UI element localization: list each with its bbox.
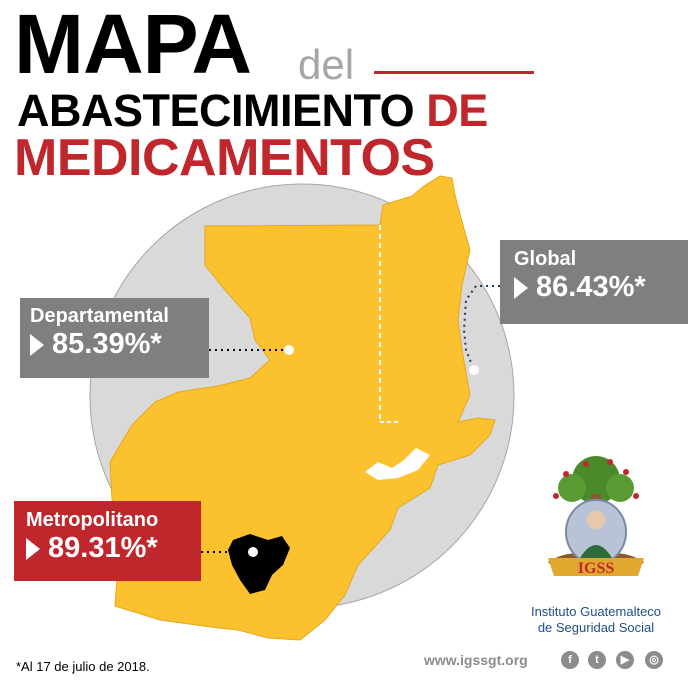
play-triangle-icon (26, 537, 40, 560)
play-triangle-icon (30, 333, 44, 356)
youtube-icon[interactable]: ▶ (616, 651, 634, 669)
facebook-icon[interactable]: f (561, 651, 579, 669)
lake-izabal (365, 448, 430, 480)
title-abastecimiento-text: ABASTECIMIENTO (17, 85, 427, 136)
title-mapa: MAPA (14, 0, 252, 91)
metropolitano-value-row: 89.31%* (14, 534, 201, 563)
title-de-text: DE (426, 85, 488, 136)
metropolitano-value: 89.31%* (48, 532, 158, 564)
global-label: Global (514, 248, 577, 270)
departamental-value: 85.39%* (52, 328, 162, 360)
global-callout-box: Global 86.43%* (500, 240, 688, 324)
global-value-row: 86.43%* (500, 273, 688, 302)
igss-logo: IGSS (548, 456, 644, 577)
footnote: *Al 17 de julio de 2018. (16, 659, 150, 674)
title-medicamentos: MEDICAMENTOS (14, 129, 435, 187)
departamental-marker-dot (284, 345, 294, 355)
igss-banner (548, 558, 644, 576)
metropolitano-marker-dot (248, 547, 258, 557)
institution-name-line2: de Seguridad Social (537, 620, 655, 636)
global-connector-line (462, 285, 500, 371)
institution-name-line1: Instituto Guatemalteco (530, 604, 662, 619)
guatemala-map (109, 175, 496, 641)
institution-name: Instituto Guatemalteco de Seguridad Soci… (526, 604, 666, 637)
metropolitan-region (228, 534, 290, 594)
title-red-rule (374, 71, 534, 74)
departamental-value-row: 85.39%* (20, 330, 209, 359)
global-value: 86.43%* (536, 271, 646, 303)
igss-badge-text: IGSS (578, 560, 615, 577)
instagram-icon[interactable]: ◎ (645, 651, 663, 669)
title-line-abastecimiento: ABASTECIMIENTO DE (17, 88, 488, 133)
departamental-label: Departamental (30, 305, 169, 327)
play-triangle-icon (514, 276, 528, 299)
website-link[interactable]: www.igssgt.org (424, 652, 528, 668)
title-del: del (298, 41, 355, 88)
metropolitano-label: Metropolitano (26, 509, 159, 531)
metropolitano-callout-box: Metropolitano 89.31%* (14, 501, 201, 581)
departamental-callout-box: Departamental 85.39%* (20, 298, 209, 378)
twitter-icon[interactable]: t (588, 651, 606, 669)
global-marker-dot (469, 365, 479, 375)
